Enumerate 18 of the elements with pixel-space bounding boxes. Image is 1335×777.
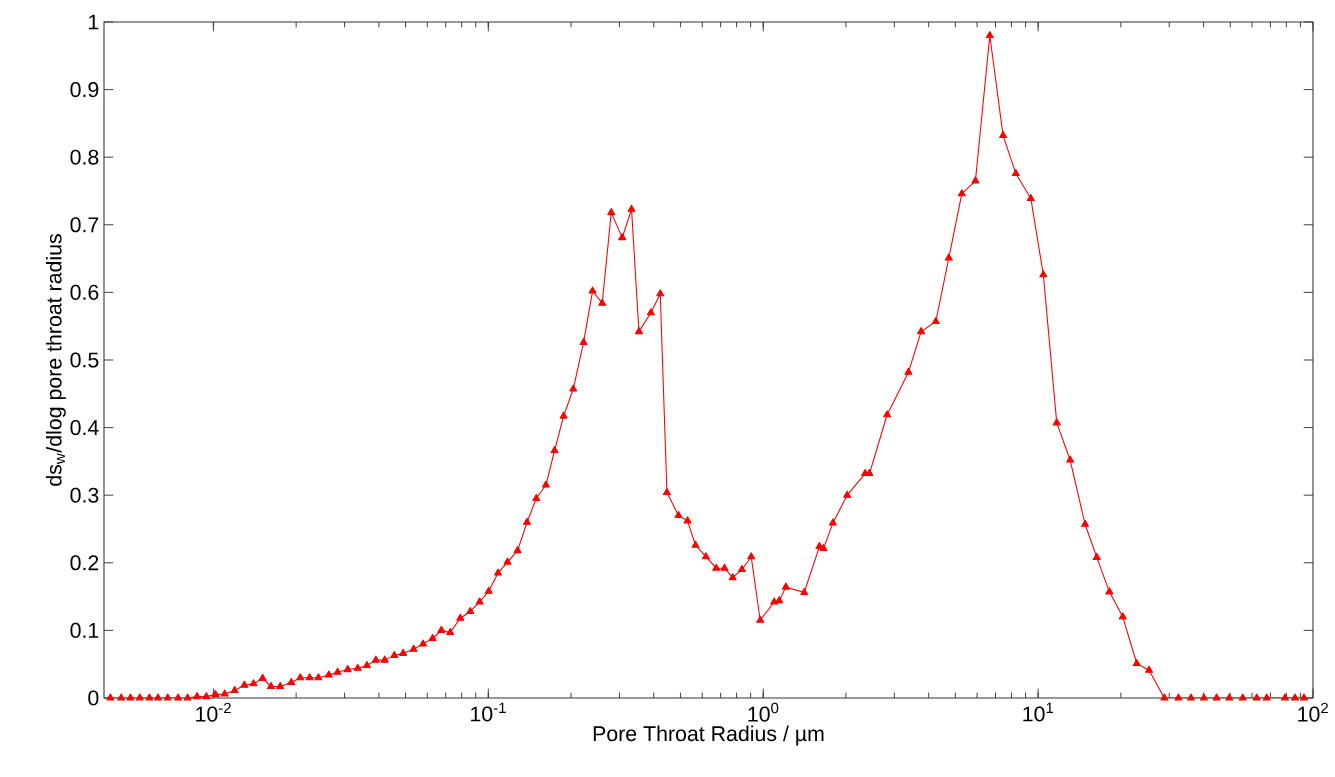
y-tick-label: 0.9: [70, 82, 99, 98]
y-tick-label: 0.2: [70, 555, 99, 571]
y-tick-label: 1: [89, 14, 99, 30]
x-tick-label: 10$^{-2}$: [196, 702, 231, 722]
x-tick-label: 10$^{2}$: [1298, 702, 1328, 722]
x-tick-label: 10$^{0}$: [748, 702, 779, 722]
y-tick-label: 0: [88, 690, 99, 706]
y-tick-label: 0.4: [70, 420, 99, 436]
y-tick-label: 0.1: [70, 622, 99, 638]
y-tick-label: 0.8: [70, 149, 99, 165]
y-tick-label: 0.7: [70, 217, 99, 233]
y-axis-title: ds$_{w}$/dlog pore throat radius: [45, 234, 66, 486]
y-tick-label: 0.5: [70, 352, 99, 368]
x-axis-title: Pore Throat Radius / µm: [593, 725, 824, 746]
y-tick-label: 0.3: [70, 487, 99, 503]
y-tick-label: 0.6: [70, 284, 99, 300]
x-tick-label: 10$^{1}$: [1023, 702, 1054, 722]
x-tick-label: 10$^{-1}$: [471, 702, 506, 722]
